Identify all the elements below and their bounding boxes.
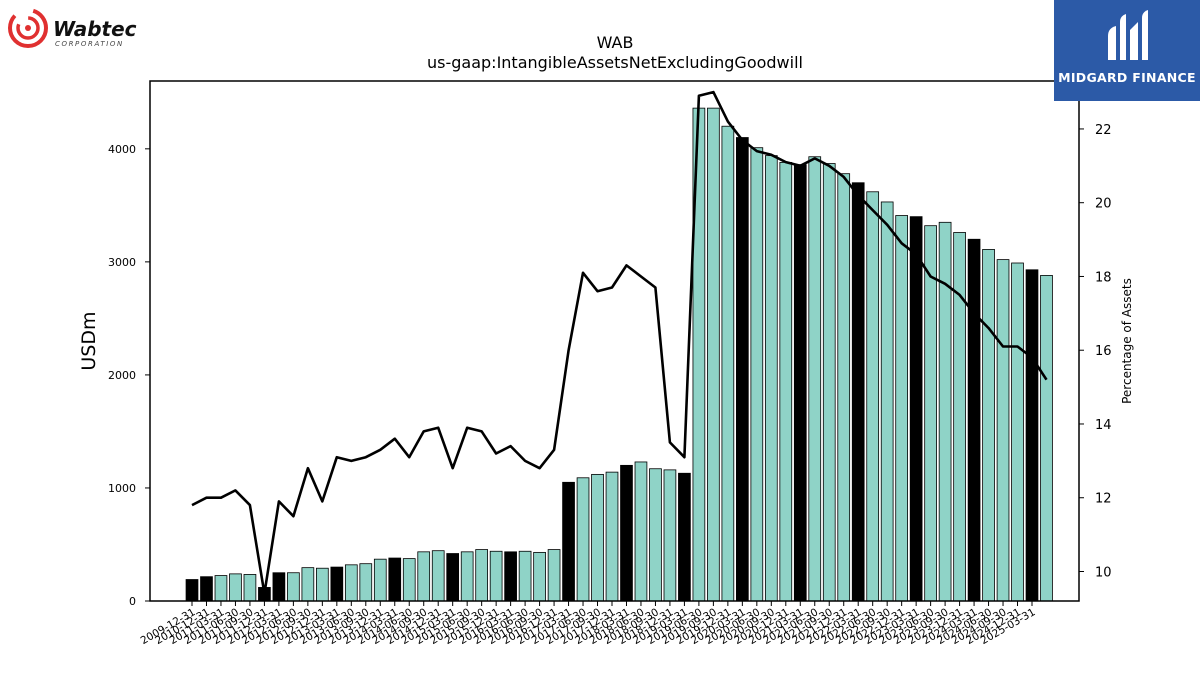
wabtec-swirl-icon [8,8,48,48]
y2-tick-label: 20 [1095,197,1112,212]
bar [750,147,764,602]
bar [475,549,488,602]
bar [1011,262,1024,602]
bar [518,550,532,602]
bar [489,550,503,602]
bar [460,551,474,602]
bar [214,575,228,602]
y2-tick-label: 16 [1095,344,1112,359]
bar [953,232,966,602]
bar [431,550,445,602]
y-axis-ticks: 0 1000 2000 3000 4000 [108,143,150,608]
y-tick-label: 3000 [108,256,136,269]
bar [822,163,836,602]
chart-subtitle: us-gaap:IntangibleAssetsNetExcludingGood… [427,53,803,72]
bar [909,216,923,602]
bar [663,469,677,602]
bar [272,572,286,602]
chart-title: WAB [597,33,634,52]
bar [779,161,793,602]
bar [1040,275,1053,602]
bar [924,225,937,602]
wabtec-wordmark: Wabtec [53,17,137,41]
bar [1025,269,1039,602]
bar [373,558,387,602]
bar [866,191,880,602]
y-tick-label: 4000 [108,143,136,156]
bar [678,472,691,602]
line-series [191,90,1048,595]
y-axis-label: USDm [78,311,100,370]
y2-axis-label: Percentage of Assets [1120,278,1134,404]
bar [605,471,619,602]
midgard-wordmark: MIDGARD FINANCE [1058,70,1196,85]
bar [504,551,517,602]
bar [388,557,402,602]
bar [200,576,213,602]
wabtec-logo: Wabtec CORPORATION [6,6,146,52]
bar-series [185,107,1053,602]
bar [634,461,648,602]
bar [649,468,662,602]
bar [243,574,257,602]
bar [287,572,300,602]
percentage-line [191,90,1048,595]
bar [301,567,315,602]
y2-tick-label: 12 [1095,492,1112,507]
bar [764,155,778,602]
y-tick-label: 0 [129,595,136,608]
bar [851,182,865,602]
y-tick-label: 2000 [108,369,136,382]
y-tick-label: 1000 [108,482,136,495]
bar [895,215,908,602]
y2-axis-ticks: 10 12 14 16 18 20 22 [1079,123,1112,580]
bar [316,567,329,602]
bar [185,579,199,602]
bar [837,173,851,602]
bar [707,107,720,602]
midgard-finance-logo: MIDGARD FINANCE [1054,0,1200,101]
midgard-emblem-icon [1108,10,1148,60]
bar [533,551,546,602]
bar [967,238,981,602]
bar [721,125,735,602]
bar [330,566,344,602]
y2-tick-label: 22 [1095,123,1112,138]
bar [229,573,242,602]
bar [576,477,590,602]
bar [793,164,807,602]
x-axis-ticks: 2009-12-312010-12-312011-03-312011-06-30… [139,601,1038,647]
bar [359,563,373,602]
bar [446,553,460,602]
y2-tick-label: 10 [1095,565,1112,580]
bar [562,481,575,602]
plot-frame [149,80,1080,602]
bar [547,549,561,602]
bar [344,564,358,602]
y2-tick-label: 18 [1095,270,1112,285]
bar [996,259,1010,602]
bar [982,249,995,602]
bar [591,473,604,602]
bar [880,201,894,602]
bar [808,156,822,602]
bar [620,464,633,602]
bar [938,221,952,602]
wabtec-tagline: CORPORATION [55,40,124,48]
bar [417,551,431,602]
bar [736,137,749,602]
bar [402,558,416,602]
y2-tick-label: 14 [1095,418,1112,433]
